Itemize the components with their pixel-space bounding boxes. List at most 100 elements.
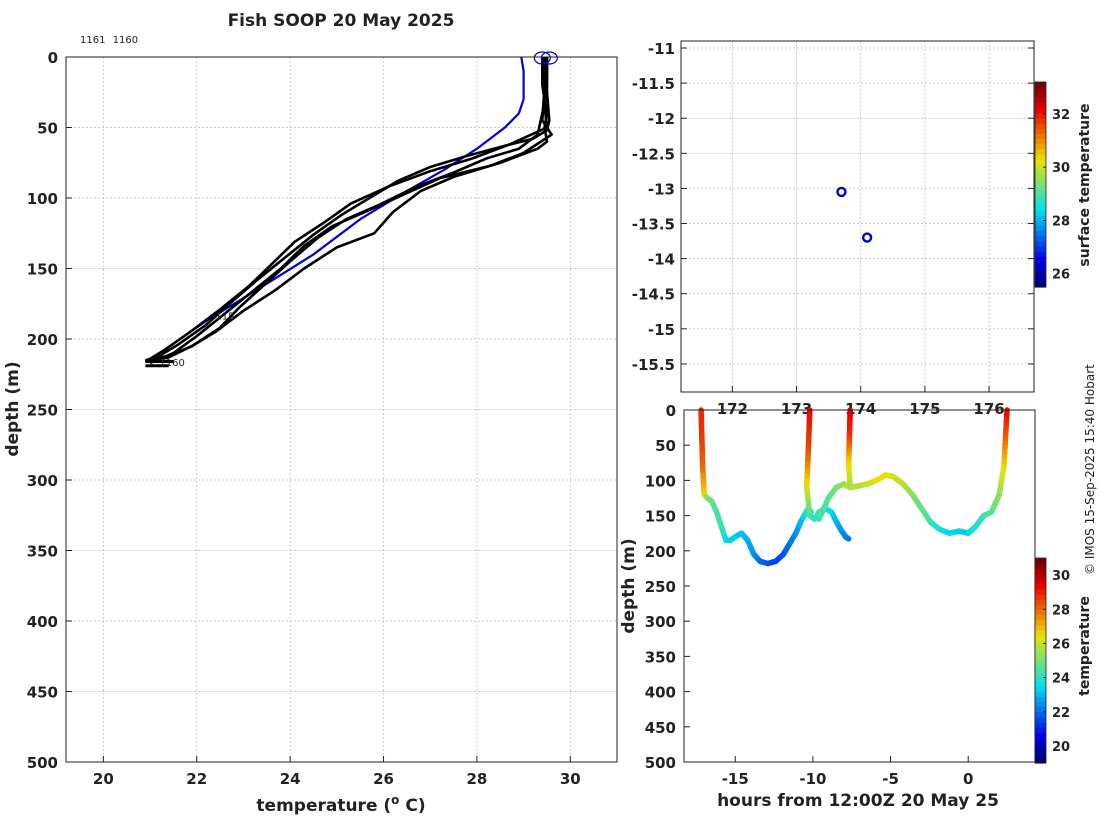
- colorbar-segment: [1035, 266, 1046, 273]
- colorbar-segment: [1035, 634, 1046, 641]
- map-x-tick-label: 176: [973, 400, 1004, 418]
- colorbar-segment: [1035, 92, 1046, 98]
- colorbar-segment: [1035, 691, 1046, 697]
- colorbar-tick-label: 28: [1052, 214, 1070, 229]
- colorbar-tick-label: 28: [1052, 603, 1070, 618]
- map-point: [836, 186, 847, 198]
- colorbar-segment: [1035, 107, 1046, 114]
- map-y-tick-label: -12: [648, 110, 675, 128]
- colorbar-segment: [1035, 102, 1046, 109]
- colorbar-segment: [1035, 619, 1046, 626]
- colorbar-segment: [1035, 220, 1046, 227]
- colorbar-segment: [1035, 256, 1046, 262]
- colorbar-segment: [1035, 593, 1046, 600]
- x-tick-label: 24: [280, 770, 301, 788]
- colorbar-segment: [1035, 732, 1046, 738]
- colorbar-tick-label: 22: [1052, 706, 1070, 721]
- profile-grid: [66, 56, 617, 763]
- section-y-tick-label: 150: [645, 508, 676, 526]
- map-points: [836, 186, 873, 243]
- y-tick-label: 450: [27, 684, 58, 702]
- profile-annotation: 1160: [113, 35, 138, 46]
- profile-annotation: 1160: [159, 358, 184, 369]
- colorbar-segment: [1035, 164, 1046, 170]
- section-y-tick-label: 200: [645, 543, 676, 561]
- surface-marker: [533, 51, 551, 65]
- section-y-tick-label: 400: [645, 684, 676, 702]
- colorbar-tick-label: 32: [1052, 108, 1070, 123]
- y-tick-label: 150: [27, 261, 58, 279]
- colorbar-segment: [1035, 629, 1046, 636]
- colorbar-segment: [1035, 169, 1046, 175]
- temperature-colorbar: 20 22 24 26 28 30: [1034, 557, 1070, 764]
- map-y-tick-label: -12.5: [632, 145, 675, 163]
- colorbar-segment: [1035, 578, 1046, 585]
- colorbar-segment: [1035, 199, 1046, 206]
- colorbar-segment: [1035, 716, 1046, 723]
- colorbar-segment: [1035, 670, 1046, 677]
- colorbar-tick-label: 26: [1052, 268, 1070, 283]
- colorbar-tick-label: 30: [1052, 569, 1070, 584]
- colorbar-segment: [1035, 235, 1046, 242]
- colorbar-segment: [1035, 117, 1046, 124]
- colorbar-segment: [1035, 681, 1046, 687]
- section-y-tick-label: 50: [655, 437, 676, 455]
- section-y-tick-label: 300: [645, 613, 676, 631]
- colorbar-tick-label: 30: [1052, 161, 1070, 176]
- temperature-colorbar-label: temperature: [1077, 596, 1093, 696]
- profile-frame: [65, 56, 618, 763]
- colorbar-segment: [1035, 261, 1046, 268]
- colorbar-segment: [1035, 757, 1046, 764]
- series-p2: [145, 56, 549, 362]
- colorbar-segment: [1035, 722, 1046, 728]
- colorbar-segment: [1035, 128, 1046, 134]
- colorbar-segment: [1035, 660, 1046, 667]
- colorbar-segment: [1035, 205, 1046, 211]
- profile-annotation: 115: [215, 311, 234, 322]
- map-y-tick-label: -14: [648, 251, 675, 269]
- colorbar-segment: [1035, 696, 1046, 703]
- colorbar-segment: [1035, 210, 1046, 216]
- x-tick-label: 20: [93, 770, 114, 788]
- section-x-tick-label: -15: [722, 770, 749, 788]
- colorbar-frame: [1034, 81, 1047, 288]
- section-x-tick-label: -10: [799, 770, 826, 788]
- colorbar-segment: [1035, 614, 1046, 621]
- colorbar-segment: [1035, 640, 1046, 646]
- series-mean: [158, 56, 525, 355]
- series-p5: [144, 57, 549, 363]
- x-tick-label: 28: [466, 770, 487, 788]
- colorbar-segment: [1035, 655, 1046, 662]
- section-x-tick-label: 0: [963, 770, 973, 788]
- colorbar-segment: [1035, 112, 1046, 119]
- colorbar-segment: [1035, 225, 1046, 232]
- colorbar-segment: [1035, 194, 1046, 201]
- colorbar-segment: [1035, 711, 1046, 718]
- map-y-tick-label: -13.5: [632, 216, 675, 234]
- section-x-tick-label: -5: [882, 770, 899, 788]
- section-y-tick-label: 450: [645, 719, 676, 737]
- map-point: [861, 232, 873, 243]
- colorbar-segment: [1035, 588, 1046, 595]
- map-grid: [681, 41, 1034, 392]
- x-tick-label: 22: [186, 770, 207, 788]
- profile-ticks: 20 22 24 26 28 300501001502002503003504004505…: [27, 49, 581, 788]
- colorbar-segment: [1035, 97, 1046, 104]
- colorbar-segment: [1035, 706, 1046, 713]
- colorbar-segment: [1035, 752, 1046, 759]
- series-p4: [149, 56, 553, 365]
- colorbar-segment: [1035, 604, 1046, 610]
- colorbar-segment: [1035, 82, 1046, 88]
- section-frame: [683, 409, 1036, 763]
- colorbar-segment: [1035, 583, 1046, 590]
- section-y-tick-label: 0: [666, 402, 676, 420]
- colorbar-segment: [1035, 87, 1046, 93]
- y-tick-label: 100: [27, 190, 58, 208]
- credit-text: © IMOS 15-Sep-2025 15:40 Hobart: [1083, 364, 1097, 575]
- colorbar-segment: [1035, 230, 1046, 237]
- y-tick-label: 350: [27, 543, 58, 561]
- map-y-tick-label: -11.5: [632, 75, 675, 93]
- map-x-tick-label: 173: [781, 400, 812, 418]
- colorbar-segment: [1035, 179, 1046, 186]
